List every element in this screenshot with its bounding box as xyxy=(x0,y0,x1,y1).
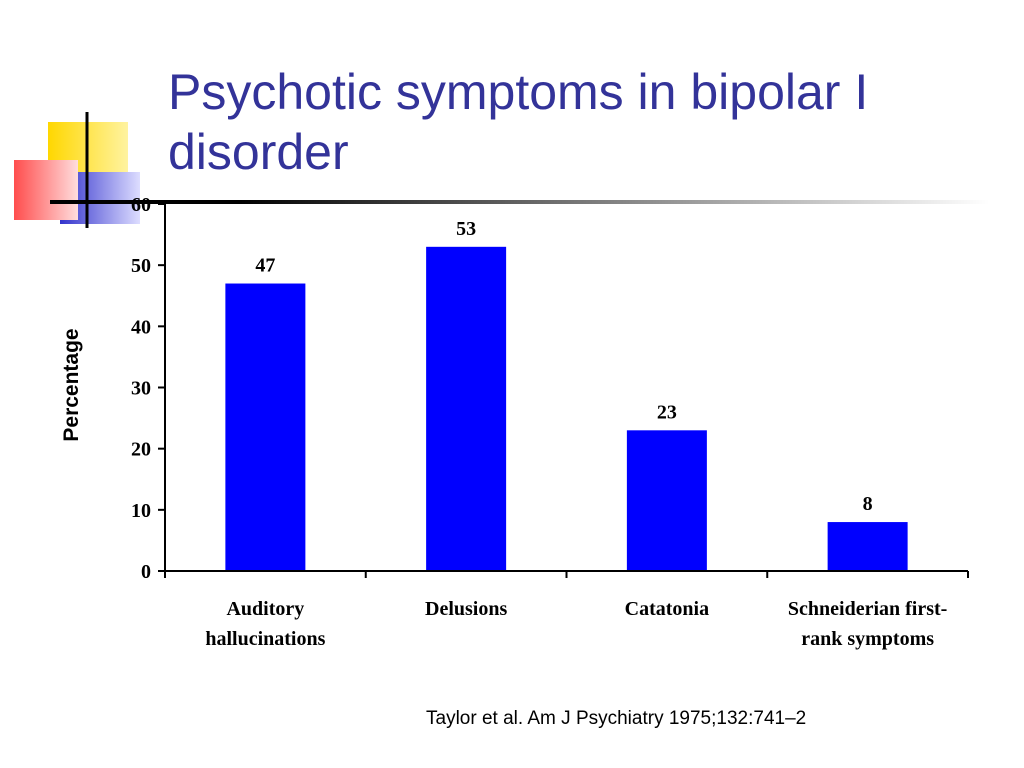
y-axis-ticks: 0 10 20 30 40 50 60 xyxy=(131,194,165,583)
bar-value-labels: 47 53 23 8 xyxy=(255,218,872,515)
title-underline xyxy=(50,200,990,204)
citation: Taylor et al. Am J Psychiatry 1975;132:7… xyxy=(426,708,807,729)
bar-value-label: 47 xyxy=(255,255,275,277)
bar xyxy=(827,522,908,571)
y-tick-label: 20 xyxy=(131,439,151,461)
bar-value-label: 8 xyxy=(863,493,873,515)
bar-value-label: 53 xyxy=(456,218,476,240)
bar-value-label: 23 xyxy=(657,401,677,423)
bar xyxy=(626,430,707,571)
deco-red-square xyxy=(14,160,78,220)
corner-decoration xyxy=(14,112,140,228)
x-category-label: Schneiderian first-rank symptoms xyxy=(787,598,948,650)
y-tick-label: 10 xyxy=(131,500,151,522)
slide-title: Psychotic symptoms in bipolar I disorder xyxy=(168,64,869,180)
y-tick-label: 0 xyxy=(141,561,151,583)
x-axis-ticks xyxy=(164,571,969,578)
x-category-label: Delusions xyxy=(425,598,508,620)
x-category-label: Auditory hallucinations xyxy=(205,598,326,650)
y-tick-label: 30 xyxy=(131,378,151,400)
y-tick-label: 60 xyxy=(131,194,151,216)
bar xyxy=(426,246,507,572)
y-tick-label: 50 xyxy=(131,255,151,277)
y-tick-label: 40 xyxy=(131,316,151,338)
y-axis-label: Percentage xyxy=(60,328,83,441)
x-category-label: Catatonia xyxy=(624,598,710,620)
bar xyxy=(225,283,306,571)
bars xyxy=(225,246,908,572)
